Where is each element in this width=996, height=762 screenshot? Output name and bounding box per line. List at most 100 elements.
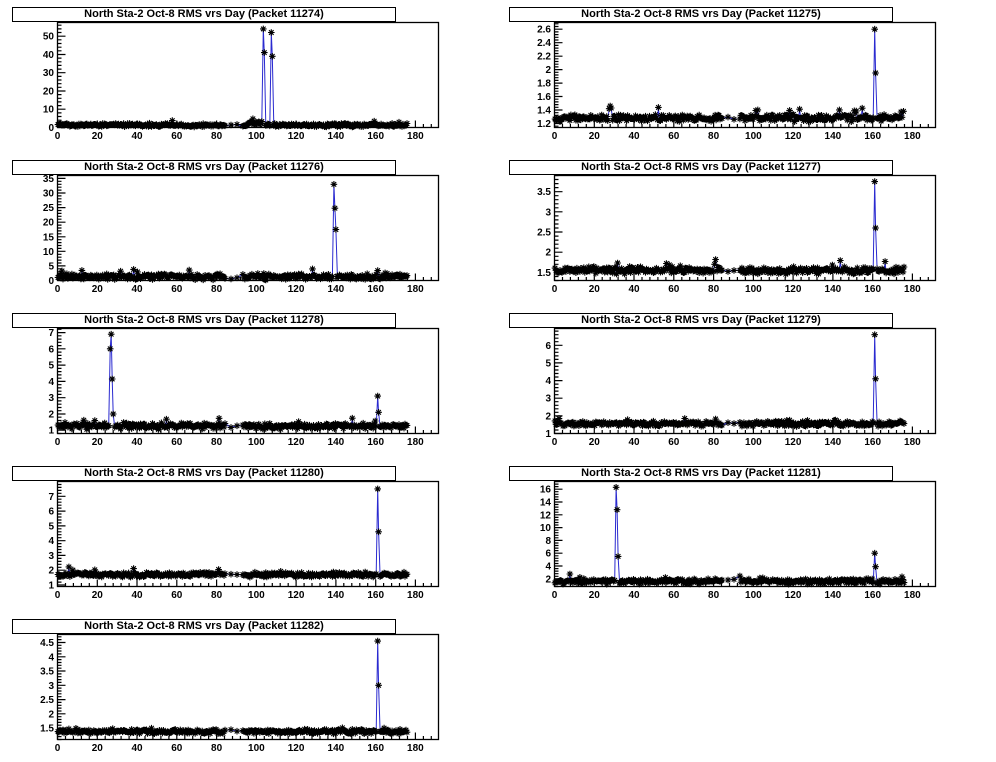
plot-pad-packet-11282: 0 20 40 60 80 100 120 140 160 180 1.5 2 2.5 3 3.5 4 4.5 … (8, 617, 458, 759)
data-markers (551, 484, 908, 588)
data-line (554, 487, 905, 587)
plot-frame (56, 327, 440, 435)
x-tick-label: 60 (668, 284, 680, 295)
x-tick-label: 160 (367, 437, 384, 448)
axis-ticks (553, 330, 929, 435)
plot-title-box: North Sta-2 Oct-8 RMS vrs Day (Packet 11… (509, 7, 893, 22)
plot-canvas-packet-11274: 0 20 40 60 80 100 120 140 160 180 0 10 20 30 40 50 (43, 21, 440, 142)
y-tick-label: 2 (545, 248, 551, 259)
y-tick-label: 2 (545, 411, 551, 422)
x-tick-label: 120 (288, 590, 305, 601)
plot-frame (56, 174, 440, 282)
y-tick-label: 2 (545, 574, 551, 585)
x-tick-label: 40 (131, 590, 143, 601)
y-tick-label: 0 (48, 123, 54, 134)
x-tick-label: 40 (131, 131, 143, 142)
y-tick-label: 3 (545, 207, 551, 218)
y-tick-label: 5 (545, 358, 551, 369)
x-tick-label: 40 (131, 437, 143, 448)
x-tick-label: 120 (785, 437, 802, 448)
y-tick-label: 1 (48, 581, 54, 592)
x-tick-label: 120 (288, 437, 305, 448)
x-tick-label: 140 (825, 437, 842, 448)
axis-ticks (553, 480, 929, 588)
x-tick-label: 160 (864, 131, 881, 142)
data-markers (54, 181, 411, 284)
plot-canvas-packet-11276: 0 20 40 60 80 100 120 140 160 180 0 5 10 15 20 25 30 35 (43, 174, 440, 295)
y-tick-label: 15 (43, 232, 55, 243)
x-tick-label: 0 (55, 284, 61, 295)
x-tick-label: 100 (745, 437, 762, 448)
x-tick-label: 0 (552, 131, 558, 142)
y-tick-label: 3.5 (40, 667, 54, 678)
plot-title-box: North Sta-2 Oct-8 RMS vrs Day (Packet 11… (12, 160, 396, 175)
x-tick-label: 20 (589, 284, 601, 295)
y-tick-label: 12 (540, 510, 552, 521)
plot-canvas-packet-11280: 0 20 40 60 80 100 120 140 160 180 1 2 3 4 5 6 7 (48, 480, 440, 601)
x-tick-label: 20 (92, 590, 104, 601)
x-tick-label: 140 (328, 284, 345, 295)
x-tick-label: 120 (785, 131, 802, 142)
x-tick-label: 20 (92, 437, 104, 448)
x-tick-label: 140 (825, 131, 842, 142)
x-tick-label: 60 (171, 743, 183, 754)
data-markers (54, 330, 411, 433)
x-tick-label: 20 (92, 131, 104, 142)
y-tick-label: 5 (48, 261, 54, 272)
plot-title: North Sta-2 Oct-8 RMS vrs Day (Packet 11… (84, 620, 324, 632)
plot-frame (553, 480, 937, 588)
y-tick-label: 6 (48, 344, 54, 355)
y-tick-label: 30 (43, 189, 55, 200)
x-tick-label: 0 (55, 131, 61, 142)
x-tick-label: 60 (171, 284, 183, 295)
y-tick-label: 2.5 (537, 228, 551, 239)
y-tick-label: 2.2 (537, 52, 551, 63)
plot-title: North Sta-2 Oct-8 RMS vrs Day (Packet 11… (84, 161, 324, 173)
x-tick-label: 60 (668, 131, 680, 142)
data-markers (551, 331, 908, 430)
x-tick-label: 100 (745, 131, 762, 142)
data-markers (54, 485, 411, 581)
y-tick-label: 1 (48, 426, 54, 437)
plot-canvas-packet-11277: 0 20 40 60 80 100 120 140 160 180 1.5 2 2.5 3 3.5 (537, 174, 937, 295)
x-tick-label: 160 (864, 284, 881, 295)
plot-pad-packet-11274: 0 20 40 60 80 100 120 140 160 180 0 10 20 30 40 50 Nort… (8, 5, 458, 147)
x-tick-label: 160 (864, 590, 881, 601)
plot-title-box: North Sta-2 Oct-8 RMS vrs Day (Packet 11… (12, 466, 396, 481)
x-tick-label: 20 (92, 743, 104, 754)
x-tick-label: 40 (628, 131, 640, 142)
x-tick-label: 160 (367, 590, 384, 601)
x-tick-label: 180 (407, 284, 424, 295)
x-tick-label: 60 (668, 437, 680, 448)
x-tick-label: 0 (552, 284, 558, 295)
data-line (58, 488, 408, 579)
data-line (57, 28, 408, 129)
x-tick-label: 20 (92, 284, 104, 295)
x-tick-label: 140 (328, 743, 345, 754)
data-markers (551, 178, 908, 278)
x-tick-label: 180 (904, 284, 921, 295)
y-tick-label: 1.2 (537, 119, 551, 130)
x-tick-label: 60 (171, 437, 183, 448)
data-line (554, 334, 905, 429)
y-tick-label: 6 (545, 341, 551, 352)
x-tick-label: 180 (407, 131, 424, 142)
data-line (554, 29, 904, 124)
x-tick-label: 80 (211, 590, 223, 601)
plot-title-box: North Sta-2 Oct-8 RMS vrs Day (Packet 11… (509, 466, 893, 481)
axis-ticks (56, 174, 432, 282)
y-tick-label: 0 (48, 276, 54, 287)
plot-title: North Sta-2 Oct-8 RMS vrs Day (Packet 11… (84, 314, 324, 326)
plot-canvas-packet-11275: 0 20 40 60 80 100 120 140 160 180 1.2 1.4 1.6 1.8 2 2.2… (537, 21, 937, 142)
plot-canvas-packet-11278: 0 20 40 60 80 100 120 140 160 180 1 2 3 4 5 6 7 (48, 327, 440, 448)
plot-pad-packet-11275: 0 20 40 60 80 100 120 140 160 180 1.2 1.4 1.6 1.8 2 2.2… (505, 5, 955, 147)
y-tick-label: 2.5 (40, 695, 54, 706)
y-tick-label: 2 (48, 410, 54, 421)
x-tick-label: 180 (407, 437, 424, 448)
plot-canvas-packet-11282: 0 20 40 60 80 100 120 140 160 180 1.5 2 2.5 3 3.5 4 4.5 (40, 633, 440, 754)
plot-title: North Sta-2 Oct-8 RMS vrs Day (Packet 11… (581, 314, 821, 326)
y-tick-label: 2.4 (537, 38, 551, 49)
x-tick-label: 140 (825, 590, 842, 601)
y-tick-label: 5 (48, 361, 54, 372)
y-tick-label: 1.6 (537, 92, 551, 103)
